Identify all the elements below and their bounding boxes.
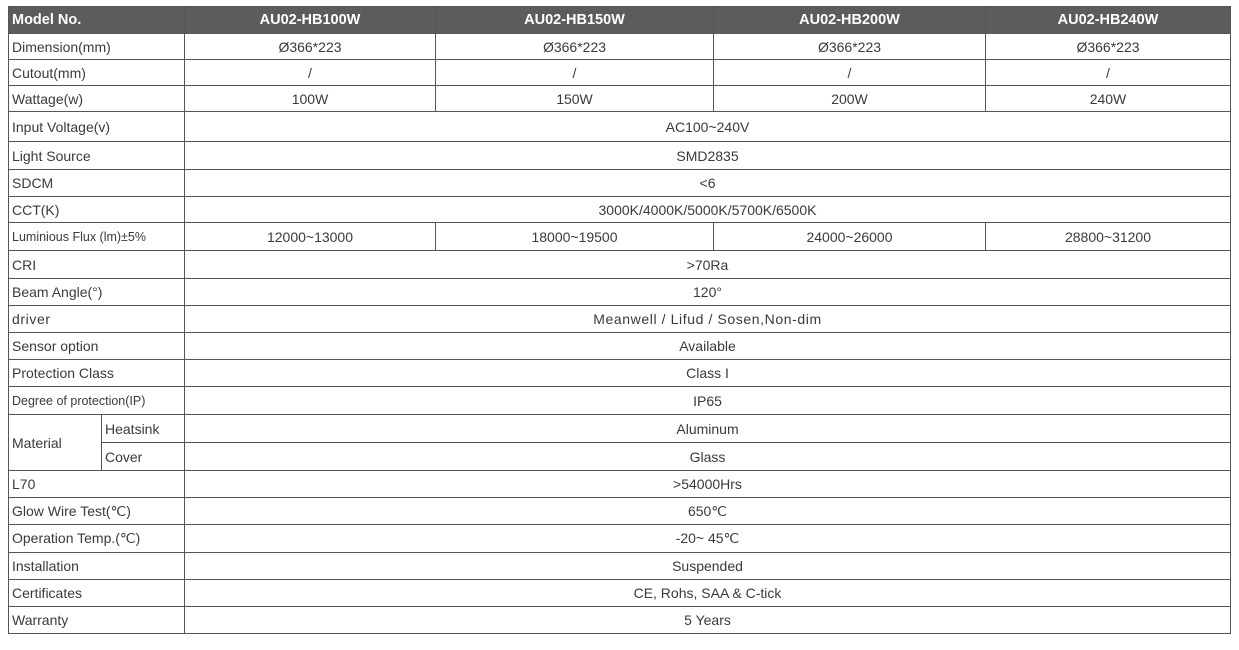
row-warranty: Warranty 5 Years <box>8 606 1231 634</box>
cell: SMD2835 <box>184 141 1231 170</box>
row-ip: Degree of protection(IP) IP65 <box>8 386 1231 415</box>
cell: 120° <box>184 278 1231 306</box>
row-driver: driver Meanwell / Lifud / Sosen,Non-dim <box>8 305 1231 333</box>
row-light-source: Light Source SMD2835 <box>8 141 1231 170</box>
cell: >70Ra <box>184 250 1231 279</box>
row-dimension: Dimension(mm) Ø366*223 Ø366*223 Ø366*223… <box>8 33 1231 60</box>
row-cutout: Cutout(mm) / / / / <box>8 59 1231 86</box>
row-sdcm: SDCM <6 <box>8 169 1231 197</box>
row-beam-angle: Beam Angle(°) 120° <box>8 278 1231 306</box>
row-cct: CCT(K) 3000K/4000K/5000K/5700K/6500K <box>8 196 1231 223</box>
row-label: driver <box>8 305 185 333</box>
row-label: Installation <box>8 552 185 580</box>
row-label: Material <box>8 414 102 471</box>
cell: / <box>713 59 986 86</box>
row-label: CCT(K) <box>8 196 185 223</box>
cell: <6 <box>184 169 1231 197</box>
row-label: Certificates <box>8 579 185 607</box>
row-material-heatsink: Material Heatsink Aluminum <box>8 414 1231 471</box>
row-l70: L70 >54000Hrs <box>8 470 1231 498</box>
cell: / <box>985 59 1231 86</box>
row-cri: CRI >70Ra <box>8 250 1231 279</box>
row-label: Dimension(mm) <box>8 33 185 60</box>
row-label: Beam Angle(°) <box>8 278 185 306</box>
cell: Ø366*223 <box>184 33 436 60</box>
cell: -20~ 45℃ <box>184 524 1231 553</box>
cell: 100W <box>184 85 436 112</box>
row-label: L70 <box>8 470 185 498</box>
row-sensor: Sensor option Available <box>8 332 1231 360</box>
cell: 28800~31200 <box>985 222 1231 251</box>
row-label: Warranty <box>8 606 185 634</box>
model-header: AU02-HB240W <box>985 6 1231 34</box>
row-glow-wire: Glow Wire Test(℃) 650℃ <box>8 497 1231 525</box>
header-row: Model No. AU02-HB100W AU02-HB150W AU02-H… <box>8 6 1231 34</box>
cell: / <box>435 59 714 86</box>
row-installation: Installation Suspended <box>8 552 1231 580</box>
sub-label: Heatsink <box>101 414 185 443</box>
row-label: Glow Wire Test(℃) <box>8 497 185 525</box>
cell: AC100~240V <box>184 111 1231 142</box>
row-label: Input Voltage(v) <box>8 111 185 142</box>
row-label: Light Source <box>8 141 185 170</box>
cell: 5 Years <box>184 606 1231 634</box>
cell: Glass <box>184 442 1231 471</box>
row-label: CRI <box>8 250 185 279</box>
model-header: AU02-HB100W <box>184 6 436 34</box>
cell: 3000K/4000K/5000K/5700K/6500K <box>184 196 1231 223</box>
cell: 200W <box>713 85 986 112</box>
cell: Class I <box>184 359 1231 387</box>
model-no-header: Model No. <box>8 6 185 34</box>
cell: 12000~13000 <box>184 222 436 251</box>
cell: Suspended <box>184 552 1231 580</box>
row-label: Cutout(mm) <box>8 59 185 86</box>
row-material-cover: Cover Glass <box>9 442 1231 471</box>
cell: 650℃ <box>184 497 1231 525</box>
row-label: Wattage(w) <box>8 85 185 112</box>
sub-label: Cover <box>101 442 185 471</box>
spec-table: Model No. AU02-HB100W AU02-HB150W AU02-H… <box>8 6 1231 634</box>
row-label: Protection Class <box>8 359 185 387</box>
row-input-voltage: Input Voltage(v) AC100~240V <box>8 111 1231 142</box>
cell: Available <box>184 332 1231 360</box>
cell: 24000~26000 <box>713 222 986 251</box>
row-label: Degree of protection(IP) <box>8 386 185 415</box>
cell: Aluminum <box>184 414 1231 443</box>
model-header: AU02-HB150W <box>435 6 714 34</box>
row-label: Luminious Flux (lm)±5% <box>8 222 185 251</box>
cell: Ø366*223 <box>713 33 986 60</box>
model-header: AU02-HB200W <box>713 6 986 34</box>
cell: Meanwell / Lifud / Sosen,Non-dim <box>184 305 1231 333</box>
cell: 150W <box>435 85 714 112</box>
cell: IP65 <box>184 386 1231 415</box>
row-operation-temp: Operation Temp.(℃) -20~ 45℃ <box>8 524 1231 553</box>
cell: >54000Hrs <box>184 470 1231 498</box>
row-label: Operation Temp.(℃) <box>8 524 185 553</box>
row-certificates: Certificates CE, Rohs, SAA & C-tick <box>8 579 1231 607</box>
cell: / <box>184 59 436 86</box>
row-wattage: Wattage(w) 100W 150W 200W 240W <box>8 85 1231 112</box>
cell: Ø366*223 <box>435 33 714 60</box>
cell: Ø366*223 <box>985 33 1231 60</box>
row-label: SDCM <box>8 169 185 197</box>
row-label: Sensor option <box>8 332 185 360</box>
cell: CE, Rohs, SAA & C-tick <box>184 579 1231 607</box>
cell: 240W <box>985 85 1231 112</box>
row-luminous-flux: Luminious Flux (lm)±5% 12000~13000 18000… <box>8 222 1231 251</box>
row-protection-class: Protection Class Class I <box>8 359 1231 387</box>
cell: 18000~19500 <box>435 222 714 251</box>
